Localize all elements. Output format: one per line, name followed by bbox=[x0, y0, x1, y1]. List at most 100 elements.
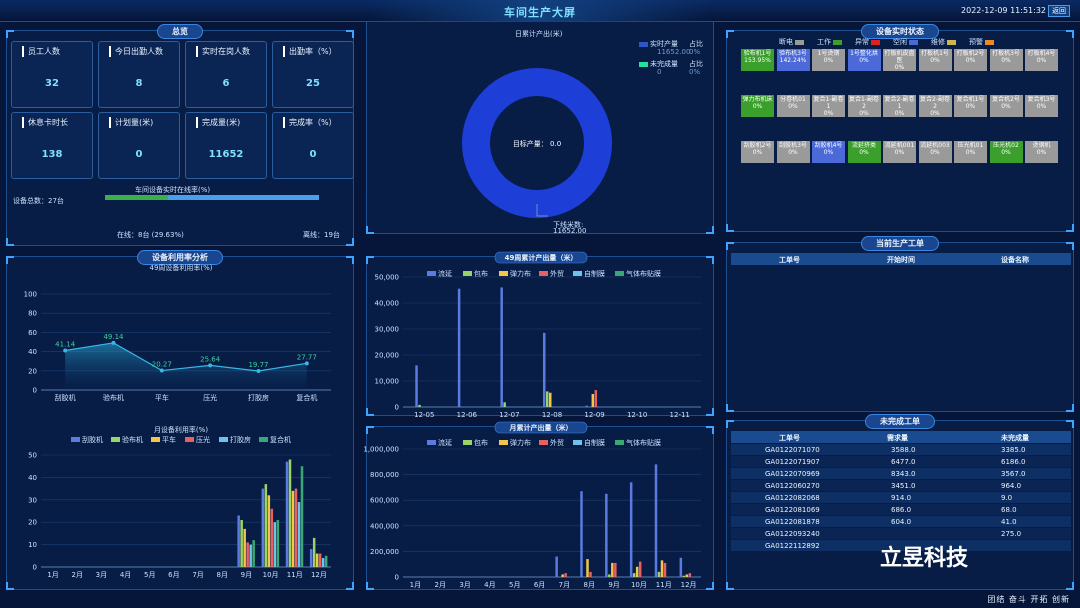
legend-label: 流延 bbox=[438, 438, 452, 447]
device-legend-item: 维修 bbox=[931, 37, 958, 47]
device-tile[interactable]: 复合机1号 0% bbox=[954, 95, 987, 117]
device-pct: 0% bbox=[1036, 149, 1047, 156]
device-tile[interactable]: 复合2-副卷2 0% bbox=[918, 95, 952, 117]
device-tile[interactable]: 刮胶机4号 0% bbox=[812, 141, 845, 163]
x-tick-label: 12-08 bbox=[542, 411, 562, 419]
table-row[interactable]: GA0122112892 bbox=[731, 540, 1071, 551]
legend-label: 外贸 bbox=[550, 269, 564, 278]
table-row[interactable]: GA0122071070 3588.0 3385.0 bbox=[731, 444, 1071, 455]
chart-title: 月设备利用率(%) bbox=[154, 425, 208, 434]
x-tick-label: 7月 bbox=[559, 581, 570, 589]
device-tile[interactable]: 1号整化烘 0% bbox=[847, 49, 881, 71]
table-row[interactable]: GA0122082068 914.0 9.0 bbox=[731, 492, 1071, 503]
bar bbox=[585, 405, 589, 407]
legend-swatch bbox=[615, 440, 624, 445]
bar bbox=[288, 459, 292, 567]
line-area bbox=[65, 342, 307, 390]
device-tile[interactable]: 刮胶机2号 0% bbox=[741, 141, 774, 163]
bar bbox=[237, 515, 240, 567]
device-tile[interactable]: 弹力布机床 0% bbox=[741, 95, 774, 117]
device-tile[interactable]: 压光机01 0% bbox=[954, 141, 987, 163]
x-tick-label: 12-07 bbox=[499, 411, 519, 419]
legend-name: 维修 bbox=[931, 38, 945, 46]
device-name: 烫钢机 bbox=[1032, 142, 1051, 149]
table-row[interactable]: GA0122070969 8343.0 3567.0 bbox=[731, 468, 1071, 479]
stat-card-value: 0 bbox=[309, 149, 317, 160]
x-tick-label: 11月 bbox=[287, 571, 303, 579]
device-legend-item: 断电 bbox=[779, 37, 806, 47]
utilization-title: 设备利用率分析 bbox=[137, 250, 223, 265]
stat-card-label: 完成量(米) bbox=[196, 117, 240, 128]
bar bbox=[457, 288, 461, 407]
device-tile[interactable]: 复合机2号 0% bbox=[989, 95, 1023, 117]
device-tile[interactable]: 打板机4号 0% bbox=[1025, 49, 1058, 71]
chart-title-pill bbox=[494, 251, 588, 264]
device-tile[interactable]: 刮胶机3号 0% bbox=[776, 141, 810, 163]
data-label: 27.77 bbox=[297, 353, 317, 361]
device-tile[interactable]: 打板机皮盘医 0% bbox=[883, 49, 916, 71]
table-row[interactable]: GA0122060270 3451.0 964.0 bbox=[731, 480, 1071, 491]
device-tile[interactable]: 验布机1号 153.95% bbox=[741, 49, 774, 71]
device-tile[interactable]: 打板机2号 0% bbox=[954, 49, 987, 71]
device-tile[interactable]: 1号烫钢 0% bbox=[812, 49, 845, 71]
device-tile[interactable]: 验布机3号 142.24% bbox=[776, 49, 810, 71]
device-tile[interactable]: 复合2-副卷1 0% bbox=[883, 95, 916, 117]
bar bbox=[555, 556, 558, 577]
device-tile[interactable]: 烫钢机 0% bbox=[1025, 141, 1058, 163]
device-name: 流延挤类 bbox=[851, 142, 876, 149]
callout-value: 11652.00 bbox=[553, 227, 587, 235]
data-point bbox=[256, 369, 261, 374]
device-tile[interactable]: 复合1-副卷2 0% bbox=[847, 95, 881, 117]
chart-title: 月累计产出量（米） bbox=[509, 423, 573, 432]
top-bar: 车间生产大屏 2022-12-09 11:51:32 返回 bbox=[0, 0, 1080, 22]
table-row[interactable]: GA0122093240 275.0 bbox=[731, 528, 1071, 539]
bar bbox=[660, 560, 664, 577]
legend-label: 自制膜 bbox=[584, 438, 605, 447]
table-cell: GA0122081878 bbox=[765, 518, 820, 526]
y-tick-label: 60 bbox=[28, 329, 37, 337]
bar bbox=[635, 566, 639, 577]
device-tile[interactable]: 打板机3号 0% bbox=[989, 49, 1023, 71]
data-point bbox=[304, 361, 309, 366]
legend-pct: 0% bbox=[689, 48, 701, 56]
device-name: 弹力布机床 bbox=[742, 96, 773, 103]
chart-title-pill bbox=[494, 421, 588, 434]
device-legend-item: 工作 bbox=[817, 37, 844, 47]
bar bbox=[249, 544, 252, 567]
donut-callout-line bbox=[536, 204, 548, 217]
table-row[interactable]: GA0122081878 604.0 41.0 bbox=[731, 516, 1071, 527]
table-cell: 3385.0 bbox=[1001, 446, 1026, 454]
legend-label: 外贸 bbox=[550, 438, 564, 447]
stat-card: 休息卡时长 138 bbox=[11, 112, 93, 179]
device-pct: 142.24% bbox=[779, 57, 807, 64]
back-button[interactable]: 返回 bbox=[1048, 5, 1070, 17]
device-tile[interactable]: 复合机3号 0% bbox=[1025, 95, 1058, 117]
table-cell: GA0122071070 bbox=[765, 446, 820, 454]
x-tick-label: 1月 bbox=[410, 581, 421, 589]
device-pct: 0% bbox=[823, 110, 834, 117]
device-tile[interactable]: 打板机1号 0% bbox=[918, 49, 952, 71]
device-tile[interactable]: 流延机001 0% bbox=[883, 141, 916, 163]
legend-swatch bbox=[573, 271, 582, 276]
legend-swatch bbox=[463, 271, 472, 276]
table-row[interactable]: GA0122071907 6477.0 6186.0 bbox=[731, 456, 1071, 467]
device-tile[interactable]: 复合1-副卷1 0% bbox=[812, 95, 845, 117]
device-pct: 0% bbox=[859, 57, 869, 64]
bar bbox=[267, 495, 271, 567]
y-tick-label: 80 bbox=[28, 310, 37, 318]
device-status-title: 设备实时状态 bbox=[861, 24, 939, 39]
device-tile[interactable]: 流延挤类 0% bbox=[847, 141, 881, 163]
data-point bbox=[111, 340, 116, 345]
device-tile[interactable]: 压光机02 0% bbox=[989, 141, 1023, 163]
legend-swatch bbox=[185, 437, 194, 442]
online-bar bbox=[105, 195, 319, 200]
device-tile[interactable]: 分卷机01 0% bbox=[776, 95, 810, 117]
unfinished-orders-header: 工单号 需求量 未完成量 bbox=[731, 431, 1071, 443]
bar bbox=[315, 553, 319, 567]
data-label: 19.77 bbox=[248, 361, 268, 369]
table-row[interactable]: GA0122081069 686.0 68.0 bbox=[731, 504, 1071, 515]
stat-card-value: 25 bbox=[306, 78, 320, 89]
x-tick-label: 12月 bbox=[681, 581, 697, 589]
device-tile[interactable]: 流延机003 0% bbox=[918, 141, 952, 163]
table-cell: 8343.0 bbox=[891, 470, 916, 478]
